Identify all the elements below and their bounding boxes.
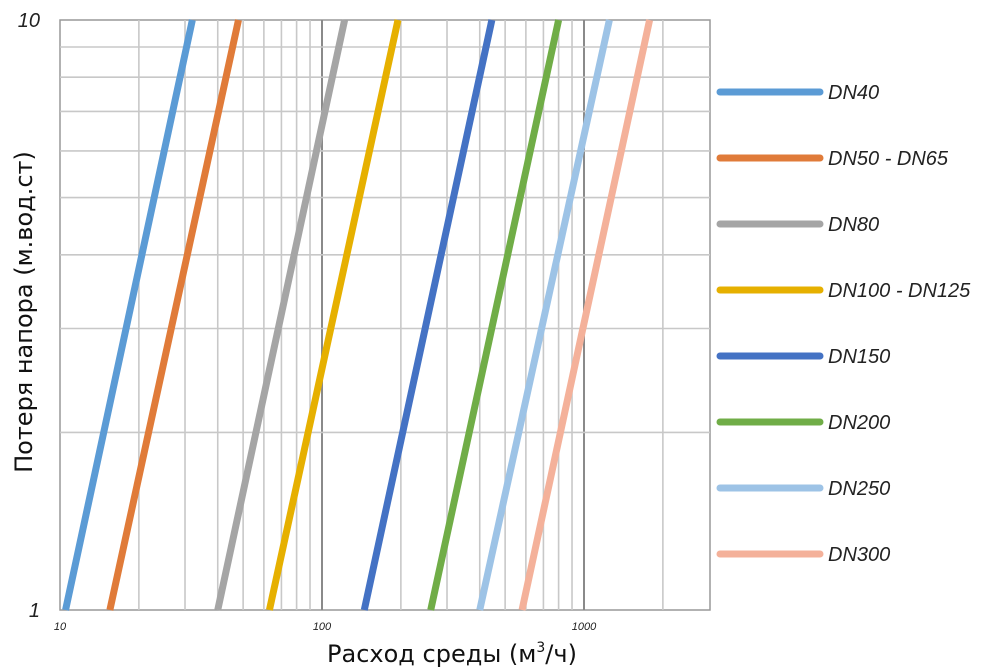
legend-label: DN250	[828, 478, 890, 500]
x-tick-label: 1000	[572, 621, 597, 633]
series-lines	[62, 19, 654, 611]
series-line-dn40	[62, 19, 196, 611]
legend-label: DN100 - DN125	[828, 280, 971, 302]
series-line-dn250	[476, 19, 613, 611]
x-tick-label: 100	[313, 621, 332, 633]
x-tick-label: 10	[54, 621, 67, 633]
series-line-dn100-dn125	[266, 19, 402, 611]
legend: DN40 DN50 - DN65 DN80 DN100 - DN125 DN150 DN2…	[716, 82, 971, 566]
legend-label: DN300	[828, 544, 890, 566]
legend-label: DN50 - DN65	[828, 148, 949, 170]
series-line-dn150	[360, 19, 496, 611]
x-axis-title: Расход среды (м3/ч)	[327, 640, 577, 667]
series-line-dn200	[427, 19, 563, 611]
y-axis-title: Потеря напора (м.вод.ст)	[10, 151, 38, 473]
y-tick-label: 1	[29, 600, 40, 622]
legend-label: DN200	[828, 412, 890, 434]
legend-label: DN80	[828, 214, 879, 236]
series-line-dn80	[214, 19, 349, 611]
y-tick-label: 10	[18, 10, 40, 32]
tick-labels: 10 100 1000 1 10	[18, 10, 597, 633]
series-line-dn50-dn65	[106, 19, 242, 611]
series-line-dn300	[518, 19, 654, 611]
legend-label: DN40	[828, 82, 879, 104]
legend-label: DN150	[828, 346, 890, 368]
